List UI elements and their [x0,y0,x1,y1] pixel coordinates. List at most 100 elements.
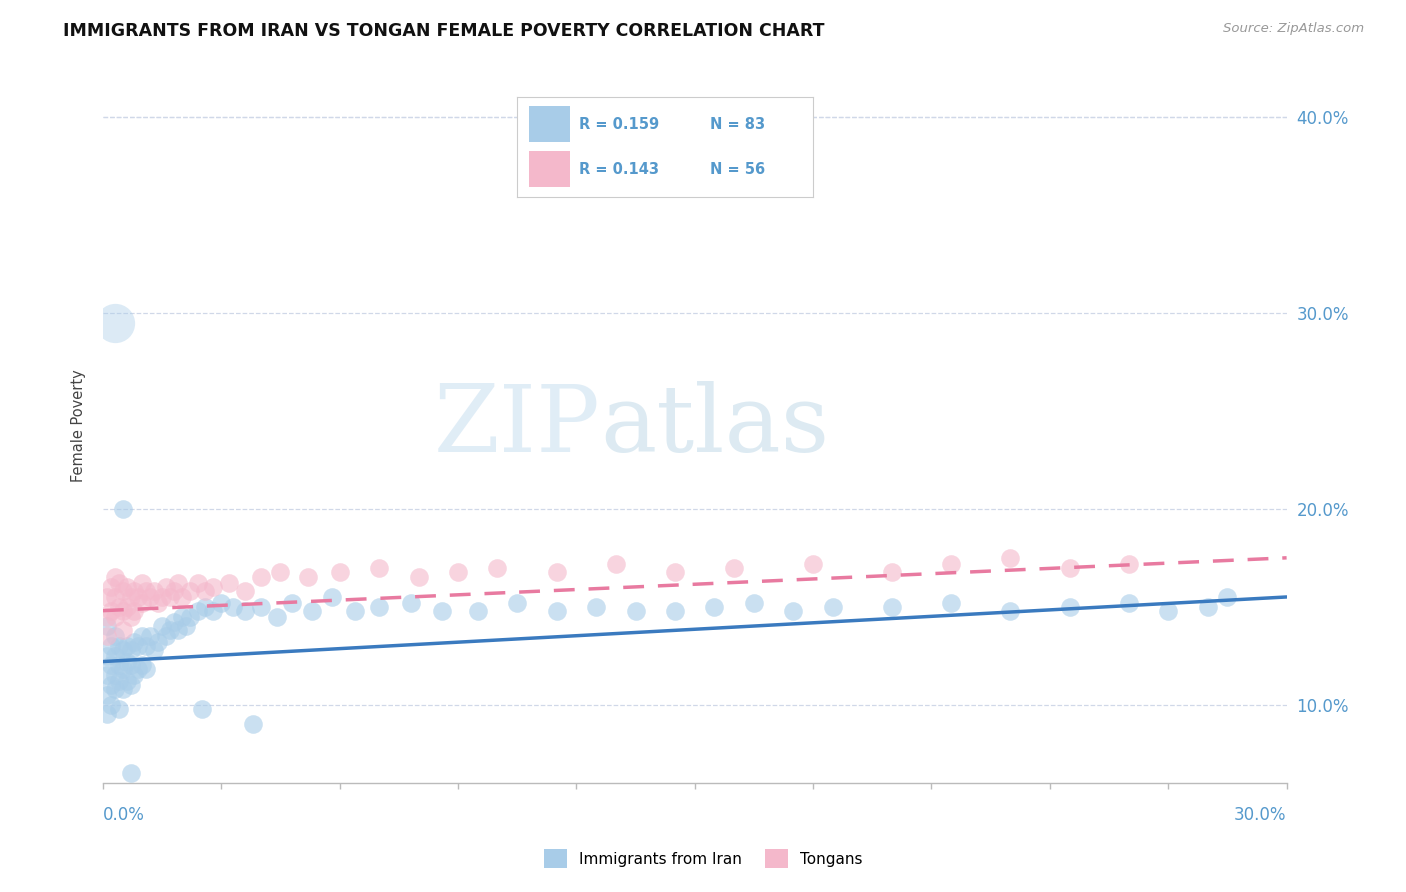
Point [664,604,686,618]
Point [880,599,903,614]
Point [146,596,169,610]
Point [111,662,134,676]
Point [1059,560,1081,574]
Point [139,629,162,643]
Point [467,604,489,618]
Point [135,662,157,676]
Point [664,565,686,579]
Point [111,681,134,696]
Point [107,639,129,653]
Point [209,596,232,610]
Point [115,674,138,689]
Point [96,707,118,722]
Point [104,570,127,584]
Point [1000,550,1022,565]
Point [155,629,177,643]
Point [605,557,627,571]
Point [107,701,129,715]
Point [104,609,127,624]
Point [96,629,118,643]
Point [281,596,304,610]
Text: 30.0%: 30.0% [1234,806,1286,824]
Point [179,584,201,599]
Point [408,570,430,584]
Point [703,599,725,614]
Point [447,565,470,579]
Point [120,590,142,604]
Point [139,590,162,604]
Point [100,678,122,692]
Y-axis label: Female Poverty: Female Poverty [72,369,86,482]
Point [120,766,142,780]
Point [96,648,118,663]
Point [233,604,256,618]
Point [107,674,129,689]
Point [321,590,343,604]
Point [187,576,209,591]
Point [368,599,391,614]
Point [1157,604,1180,618]
Point [546,565,568,579]
Point [170,590,193,604]
Point [399,596,422,610]
Point [801,557,824,571]
Point [174,619,197,633]
Point [120,678,142,692]
Point [233,584,256,599]
Text: 0.0%: 0.0% [103,806,145,824]
Point [194,584,217,599]
Point [131,576,153,591]
Point [432,604,454,618]
Point [100,604,122,618]
Point [124,584,146,599]
Point [100,658,122,673]
Point [742,596,765,610]
Point [135,584,157,599]
Point [115,580,138,594]
Text: Source: ZipAtlas.com: Source: ZipAtlas.com [1223,22,1364,36]
Point [170,609,193,624]
Point [107,599,129,614]
Point [1000,604,1022,618]
Point [222,599,245,614]
Point [249,570,271,584]
Point [120,609,142,624]
Point [941,557,963,571]
Point [111,604,134,618]
Text: atlas: atlas [600,381,830,471]
Point [127,590,149,604]
Point [100,639,122,653]
Point [120,658,142,673]
Point [111,584,134,599]
Point [159,590,181,604]
Point [150,590,173,604]
Point [167,576,190,591]
Point [344,604,367,618]
Point [107,658,129,673]
Text: IMMIGRANTS FROM IRAN VS TONGAN FEMALE POVERTY CORRELATION CHART: IMMIGRANTS FROM IRAN VS TONGAN FEMALE PO… [63,22,825,40]
Point [297,570,319,584]
Point [194,599,217,614]
Point [131,658,153,673]
Point [104,590,127,604]
Point [249,599,271,614]
Point [96,668,118,682]
Point [486,560,509,574]
Point [163,584,186,599]
Point [167,624,190,638]
Point [146,635,169,649]
Point [104,681,127,696]
Point [190,701,212,715]
Point [179,609,201,624]
Point [124,604,146,618]
Point [127,662,149,676]
Point [124,668,146,682]
Point [546,604,568,618]
Point [1118,557,1140,571]
Point [782,604,804,618]
Point [723,560,745,574]
Point [96,619,118,633]
Point [143,584,166,599]
Point [104,316,127,330]
Point [159,624,181,638]
